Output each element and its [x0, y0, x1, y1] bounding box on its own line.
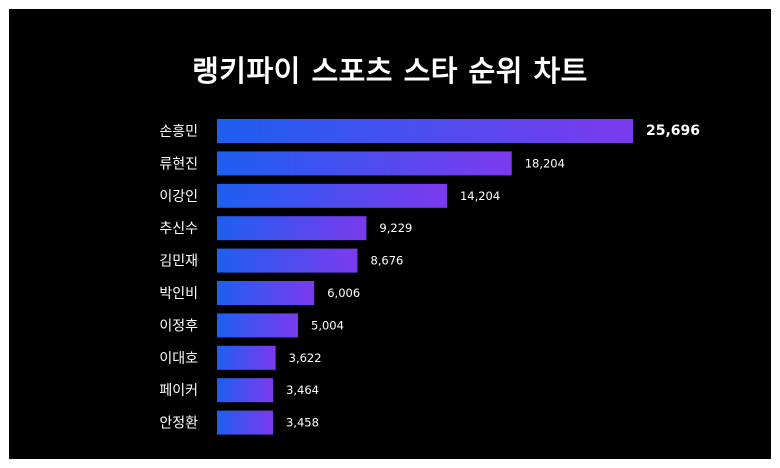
bar [217, 216, 367, 241]
value-label: 5,004 [311, 318, 344, 332]
category-label: 이강인 [159, 189, 198, 205]
category-label: 추신수 [159, 221, 198, 237]
value-label: 3,458 [286, 416, 319, 430]
bar [217, 313, 299, 338]
value-label: 25,696 [646, 123, 700, 139]
bar [217, 378, 274, 403]
category-label: 김민재 [159, 254, 198, 270]
value-label: 6,006 [327, 286, 360, 300]
value-label: 3,464 [286, 383, 319, 397]
bar [217, 151, 512, 176]
value-label: 9,229 [379, 221, 412, 235]
chart-background [9, 9, 771, 459]
bar [217, 281, 315, 305]
bar [217, 345, 276, 370]
category-label: 안정환 [159, 416, 198, 432]
category-label: 이대호 [159, 351, 198, 367]
value-label: 18,204 [525, 156, 565, 170]
category-label: 박인비 [159, 286, 198, 302]
value-label: 8,676 [370, 254, 403, 268]
bar [217, 119, 633, 143]
bar [217, 410, 273, 435]
bar [217, 183, 447, 208]
category-label: 손흥민 [159, 124, 198, 140]
category-label: 페이커 [159, 383, 198, 399]
chart-title: 랭키파이 스포츠 스타 순위 차트 [192, 54, 588, 88]
value-label: 14,204 [460, 189, 500, 203]
category-label: 류현진 [159, 156, 198, 172]
value-label: 3,622 [289, 351, 322, 365]
bar [217, 248, 358, 273]
category-label: 이정후 [159, 318, 198, 334]
